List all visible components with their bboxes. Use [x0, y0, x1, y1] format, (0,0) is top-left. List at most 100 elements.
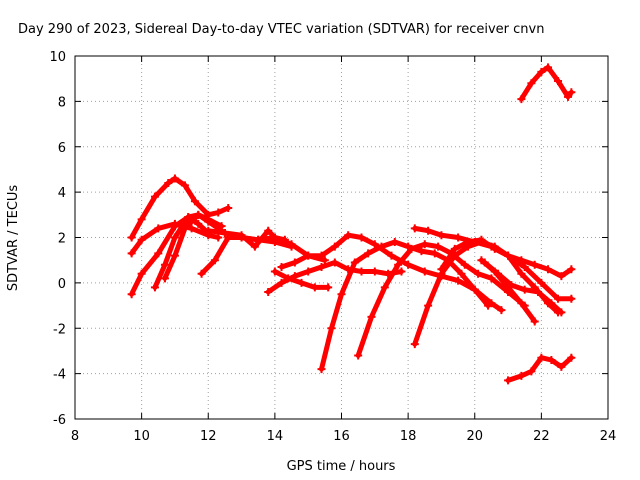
- data-point: [564, 92, 573, 101]
- data-point: [180, 181, 189, 190]
- series-track-10: [277, 231, 506, 315]
- data-point: [567, 294, 576, 303]
- data-point: [567, 353, 576, 362]
- data-point: [127, 290, 136, 299]
- data-point: [460, 260, 469, 269]
- y-tick-label: 10: [49, 50, 66, 65]
- data-point: [210, 256, 219, 265]
- data-point: [184, 213, 193, 222]
- x-tick-label: 24: [600, 429, 617, 444]
- data-point: [327, 324, 336, 333]
- data-point: [194, 219, 203, 228]
- data-point: [537, 67, 546, 76]
- data-point: [497, 306, 506, 315]
- data-point: [554, 294, 563, 303]
- data-point: [357, 267, 366, 276]
- data-point: [190, 197, 199, 206]
- data-point: [344, 231, 353, 240]
- data-point: [354, 351, 363, 360]
- y-tick-label: 2: [58, 232, 66, 247]
- data-point: [214, 233, 223, 242]
- data-point: [170, 174, 179, 183]
- data-point: [420, 240, 429, 249]
- data-point: [317, 251, 326, 260]
- x-axis: 8 10 12 14 16 18 20 22 24: [71, 56, 616, 444]
- data-point: [537, 278, 546, 287]
- data-series: [127, 63, 576, 385]
- data-point: [137, 269, 146, 278]
- data-point: [204, 215, 213, 224]
- data-point: [277, 278, 286, 287]
- data-point: [204, 226, 213, 235]
- data-point: [170, 233, 179, 242]
- series-track-17: [480, 258, 566, 317]
- data-point: [330, 242, 339, 251]
- data-point: [164, 179, 173, 188]
- data-point: [137, 235, 146, 244]
- data-point: [390, 238, 399, 247]
- data-point: [434, 242, 443, 251]
- data-point: [324, 283, 333, 292]
- x-axis-label: GPS time / hours: [287, 459, 396, 474]
- data-point: [547, 356, 556, 365]
- data-point: [537, 353, 546, 362]
- y-tick-label: -6: [53, 413, 66, 428]
- y-tick-label: -2: [53, 322, 66, 337]
- data-point: [160, 260, 169, 269]
- series-track-8: [270, 267, 333, 292]
- data-point: [290, 258, 299, 267]
- series-track-18: [517, 63, 576, 104]
- data-point: [567, 88, 576, 97]
- x-tick-label: 12: [200, 429, 217, 444]
- series-track-9: [264, 258, 406, 296]
- data-point: [150, 283, 159, 292]
- data-point: [504, 251, 513, 260]
- data-point: [490, 244, 499, 253]
- data-point: [410, 224, 419, 233]
- data-point: [424, 226, 433, 235]
- data-point: [270, 233, 279, 242]
- data-point: [407, 244, 416, 253]
- data-point: [127, 233, 136, 242]
- data-point: [370, 267, 379, 276]
- data-point: [237, 231, 246, 240]
- data-point: [534, 287, 543, 296]
- data-point: [317, 262, 326, 271]
- series-track-1: [127, 174, 233, 242]
- data-point: [557, 272, 566, 281]
- data-point: [437, 265, 446, 274]
- data-point: [527, 79, 536, 88]
- data-point: [277, 262, 286, 271]
- data-point: [310, 283, 319, 292]
- x-tick-label: 20: [466, 429, 483, 444]
- data-point: [357, 233, 366, 242]
- series-trace: [319, 239, 491, 372]
- data-point: [437, 231, 446, 240]
- data-point: [544, 63, 553, 72]
- data-point: [154, 249, 163, 258]
- data-point: [170, 251, 179, 260]
- data-point: [474, 269, 483, 278]
- data-point: [127, 249, 136, 258]
- grid-lines: [75, 56, 608, 419]
- x-tick-label: 14: [267, 429, 284, 444]
- data-point: [394, 260, 403, 269]
- y-tick-label: 6: [58, 141, 66, 156]
- x-tick-label: 18: [400, 429, 417, 444]
- data-point: [404, 260, 413, 269]
- data-point: [410, 340, 419, 349]
- data-point: [170, 222, 179, 231]
- data-point: [464, 238, 473, 247]
- data-point: [214, 208, 223, 217]
- x-tick-label: 8: [71, 429, 79, 444]
- data-point: [304, 251, 313, 260]
- y-tick-label: -4: [53, 368, 66, 383]
- data-point: [290, 272, 299, 281]
- data-point: [280, 235, 289, 244]
- data-point: [270, 267, 279, 276]
- data-point: [527, 367, 536, 376]
- data-point: [417, 247, 426, 256]
- data-point: [554, 76, 563, 85]
- y-tick-label: 4: [58, 186, 66, 201]
- data-point: [520, 262, 529, 271]
